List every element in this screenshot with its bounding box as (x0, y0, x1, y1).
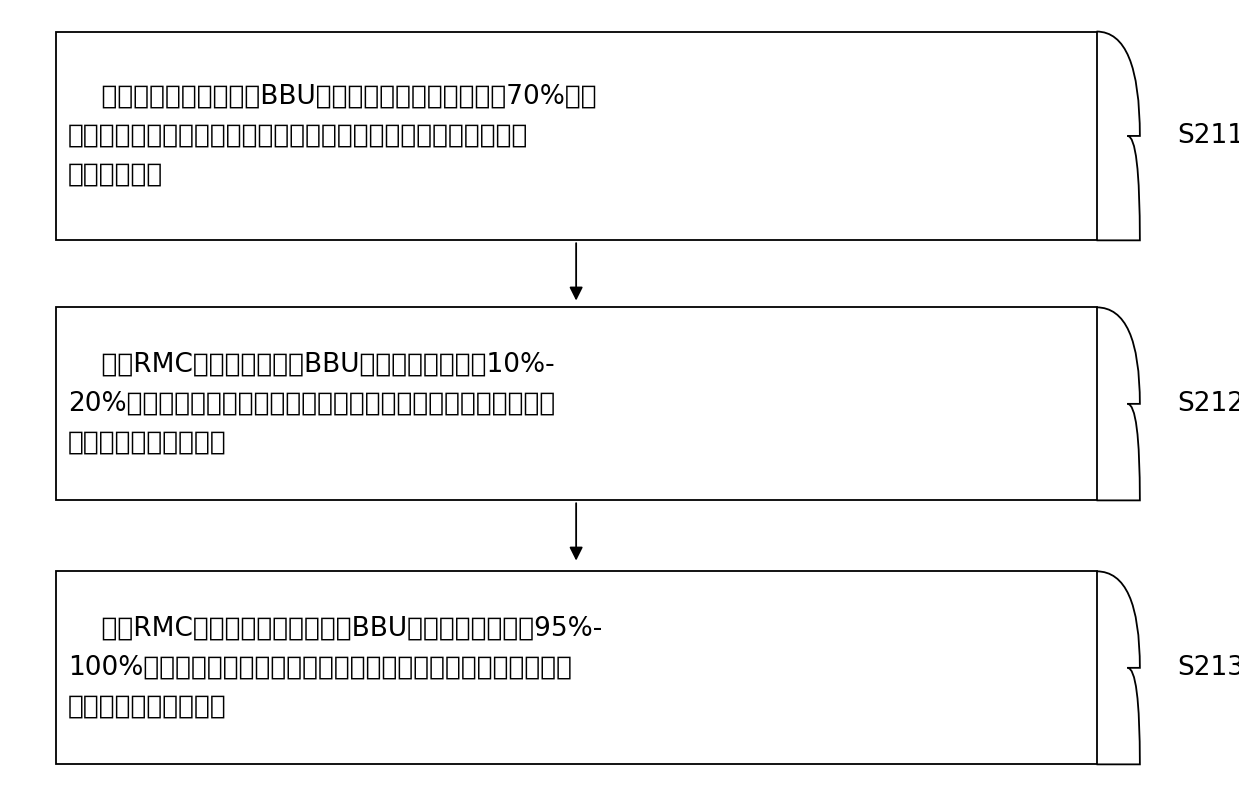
Bar (56, 307, 1097, 500)
Text: S211: S211 (1177, 123, 1239, 149)
Bar (56, 32, 1097, 240)
Text: 电源正常供电情况下，BBU启动升压自检放电并放电至70%的电
量，此过程中连续采集测试数据并根据所采集的测试数据判断整机
柜是否有异常: 电源正常供电情况下，BBU启动升压自检放电并放电至70%的电 量，此过程中连续采… (68, 84, 597, 188)
Text: 通过RMC自动关闭电源，BBU开始放电并放电至10%-
20%的电量，此过程中连续采集测试数据并根据所采集的测试数据
判断整机柜是否有异常: 通过RMC自动关闭电源，BBU开始放电并放电至10%- 20%的电量，此过程中连… (68, 352, 555, 455)
Bar (56, 571, 1097, 764)
Text: S213: S213 (1177, 655, 1239, 681)
Text: 通过RMC自动开启电源，电源对BBU进行充电并充电至95%-
100%的电量，此过程中连续采集测试数据并根据所采集的测试数据
判断整机柜是否有异常: 通过RMC自动开启电源，电源对BBU进行充电并充电至95%- 100%的电量，此… (68, 616, 602, 719)
Text: S212: S212 (1177, 391, 1239, 417)
